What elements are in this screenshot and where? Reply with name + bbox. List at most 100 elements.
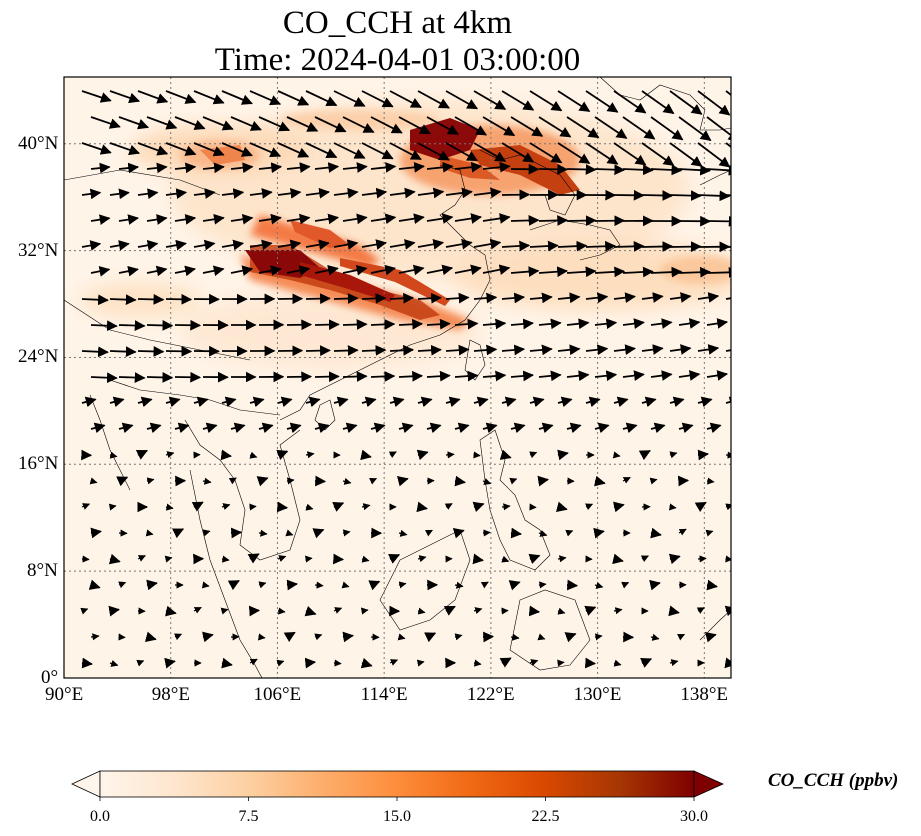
lat-tick-label: 0° xyxy=(41,667,59,688)
wind-arrow xyxy=(370,319,396,330)
wind-arrow xyxy=(81,90,112,103)
wind-arrow xyxy=(389,292,415,304)
wind-arrow xyxy=(510,266,540,277)
lon-tick-label: 122°E xyxy=(466,684,515,705)
wind-arrow xyxy=(557,659,565,667)
wind-arrow xyxy=(118,422,134,434)
wind-arrow xyxy=(482,264,511,275)
wind-arrow xyxy=(286,265,311,276)
wind-arrow xyxy=(201,581,210,589)
wind-arrow xyxy=(482,478,492,485)
wind-arrow xyxy=(454,633,463,641)
wind-arrow xyxy=(510,318,534,330)
wind-arrow xyxy=(249,658,258,666)
lon-tick-label: 98°E xyxy=(151,684,190,705)
wind-arrow xyxy=(286,162,311,173)
wind-arrow xyxy=(109,294,137,306)
wind-arrow xyxy=(697,190,731,202)
wind-arrow xyxy=(398,161,425,173)
wind-arrow xyxy=(641,292,664,303)
wind-arrow xyxy=(258,422,274,434)
wind-arrow xyxy=(417,187,445,199)
wind-arrow xyxy=(221,239,245,251)
wind-arrow xyxy=(417,344,442,356)
wind-arrow xyxy=(649,477,658,485)
wind-arrow xyxy=(81,503,91,510)
wind-arrow xyxy=(538,370,562,382)
wind-arrow xyxy=(697,555,707,563)
wind-arrow xyxy=(594,633,603,641)
wind-arrow xyxy=(641,241,674,252)
wind-arrow xyxy=(594,422,610,434)
wind-arrow xyxy=(137,396,153,408)
wind-arrow xyxy=(557,396,573,408)
wind-arrow xyxy=(697,449,709,461)
wind-arrow xyxy=(146,214,168,225)
wind-arrow xyxy=(369,477,378,485)
wind-arrow xyxy=(304,657,317,669)
wind-arrow xyxy=(482,631,495,643)
wind-arrow xyxy=(248,605,261,617)
wind-arrow xyxy=(638,450,651,461)
wind-arrow xyxy=(202,529,211,537)
wind-arrow xyxy=(165,90,197,104)
wind-arrow xyxy=(333,293,359,304)
wind-arrow xyxy=(90,162,111,174)
wind-vectors xyxy=(80,90,731,669)
wind-arrow xyxy=(585,142,619,165)
wind-arrow xyxy=(305,396,321,408)
wind-arrow xyxy=(249,90,282,106)
wind-arrow xyxy=(109,659,119,667)
wind-arrow xyxy=(472,501,485,513)
wind-arrow xyxy=(249,503,257,511)
wind-arrow xyxy=(426,161,454,173)
wind-arrow xyxy=(193,142,225,157)
wind-arrow xyxy=(510,116,544,137)
wind-arrow xyxy=(221,142,253,157)
wind-arrow xyxy=(694,501,707,513)
wind-arrow xyxy=(333,345,359,356)
wind-arrow xyxy=(445,396,461,408)
wind-arrow xyxy=(510,527,522,539)
wind-arrow xyxy=(361,187,388,199)
wind-arrow xyxy=(314,371,340,383)
colorbar-label: CO_CCH (ppbv) xyxy=(768,770,899,791)
wind-arrow xyxy=(81,346,109,358)
wind-arrow xyxy=(90,372,118,384)
wind-arrow xyxy=(342,213,368,225)
wind-arrow xyxy=(473,292,498,304)
wind-arrow xyxy=(417,555,427,563)
wind-arrow xyxy=(529,659,539,666)
colorbar-gradient xyxy=(99,770,695,798)
wind-arrow xyxy=(146,116,178,130)
wind-arrow xyxy=(81,657,93,669)
wind-arrow xyxy=(118,581,127,589)
wind-arrow xyxy=(81,555,90,563)
wind-arrow xyxy=(314,213,340,225)
wind-arrow xyxy=(473,90,507,110)
wind-arrow xyxy=(164,555,173,563)
wind-arrow xyxy=(116,476,129,487)
wind-arrow xyxy=(445,451,455,459)
wind-arrow xyxy=(145,529,154,537)
wind-arrow xyxy=(360,449,372,461)
wind-arrow xyxy=(622,266,654,278)
wind-arrow xyxy=(135,449,148,460)
wind-arrow xyxy=(144,631,157,643)
wind-arrow xyxy=(286,422,302,434)
wind-arrow xyxy=(424,632,437,643)
wind-arrow xyxy=(165,451,175,459)
wind-arrow xyxy=(342,319,368,330)
wind-arrow xyxy=(669,451,678,459)
wind-arrow xyxy=(277,607,286,615)
wind-arrow xyxy=(473,451,481,459)
wind-arrow xyxy=(221,396,237,408)
wind-arrow xyxy=(454,161,483,173)
wind-arrow xyxy=(118,214,139,225)
wind-arrow xyxy=(585,396,601,408)
wind-arrow xyxy=(333,90,366,107)
wind-arrow xyxy=(171,528,185,539)
wind-arrow xyxy=(370,422,386,434)
wind-arrow xyxy=(650,370,673,381)
